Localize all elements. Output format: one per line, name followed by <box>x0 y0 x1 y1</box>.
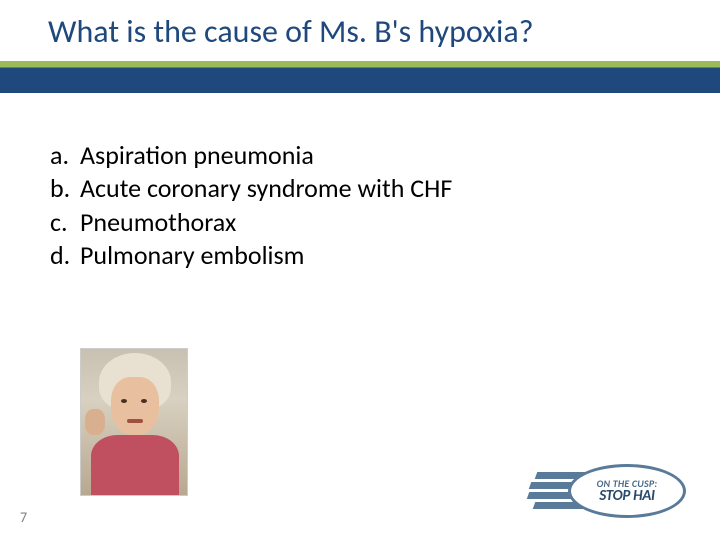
accent-band <box>0 61 720 93</box>
option-text: Acute coronary syndrome with CHF <box>80 172 452 205</box>
option-letter: d. <box>50 239 80 272</box>
option-list: a. Aspiration pneumonia b. Acute coronar… <box>50 139 720 272</box>
option-c: c. Pneumothorax <box>50 206 720 239</box>
logo-ellipse: ON THE CUSP: STOP HAI <box>568 464 686 518</box>
patient-photo <box>80 348 188 496</box>
option-text: Pulmonary embolism <box>80 239 304 272</box>
page-number: 7 <box>20 509 27 526</box>
content-area: a. Aspiration pneumonia b. Acute coronar… <box>0 93 720 272</box>
option-letter: c. <box>50 206 80 239</box>
option-b: b. Acute coronary syndrome with CHF <box>50 172 720 205</box>
slide-title: What is the cause of Ms. B's hypoxia? <box>48 12 720 51</box>
option-a: a. Aspiration pneumonia <box>50 139 720 172</box>
logo: ON THE CUSP: STOP HAI <box>528 464 700 520</box>
option-text: Pneumothorax <box>80 206 236 239</box>
option-d: d. Pulmonary embolism <box>50 239 720 272</box>
logo-bottom-text: STOP HAI <box>599 489 655 504</box>
title-area: What is the cause of Ms. B's hypoxia? <box>0 0 720 61</box>
option-text: Aspiration pneumonia <box>80 139 314 172</box>
option-letter: a. <box>50 139 80 172</box>
option-letter: b. <box>50 172 80 205</box>
